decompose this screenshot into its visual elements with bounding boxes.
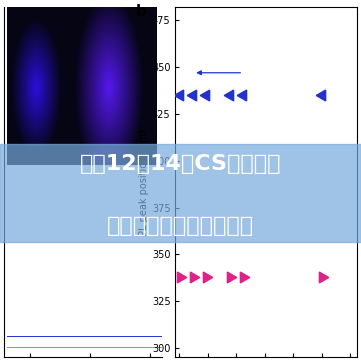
Text: 历年12月14日CS新能源车: 历年12月14日CS新能源车	[80, 154, 281, 174]
Y-axis label: PL peak position (nm): PL peak position (nm)	[139, 129, 149, 236]
Text: b: b	[135, 4, 146, 19]
Text: 行业实时概览，从起步到: 行业实时概览，从起步到	[107, 216, 254, 236]
